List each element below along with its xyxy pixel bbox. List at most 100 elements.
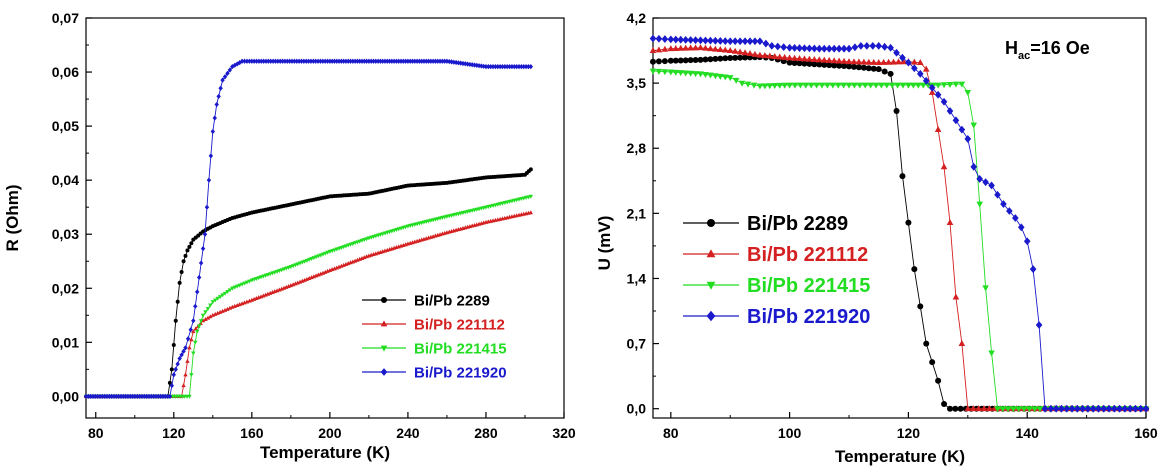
data-point <box>1089 404 1097 413</box>
data-point <box>726 46 734 53</box>
y-tick-label: 0,02 <box>52 280 79 296</box>
data-point <box>940 97 948 106</box>
data-point <box>1047 404 1055 413</box>
data-point <box>1105 404 1113 413</box>
data-point <box>526 64 531 70</box>
data-point <box>483 64 489 70</box>
series-bi-pb-2289 <box>84 167 533 399</box>
data-point <box>855 58 863 65</box>
data-point <box>911 266 918 273</box>
data-point <box>181 259 186 264</box>
data-point <box>702 44 709 51</box>
data-point <box>682 44 689 51</box>
data-point <box>391 58 397 64</box>
x-tick-label: 320 <box>552 425 576 441</box>
data-point <box>736 37 744 46</box>
data-point <box>158 393 163 399</box>
data-point <box>940 163 948 170</box>
data-point <box>357 58 362 64</box>
legend-entry: Bi/Pb 221415 <box>683 275 870 297</box>
data-point <box>786 82 793 89</box>
y-tick-label: 0,7 <box>627 336 647 352</box>
data-point <box>507 64 512 70</box>
data-point <box>212 115 217 121</box>
y-tick-label: 0,0 <box>627 401 647 417</box>
data-point <box>762 39 770 48</box>
data-point <box>702 36 709 45</box>
legend-label: Bi/Pb 221920 <box>414 364 507 381</box>
data-point <box>263 58 269 64</box>
series-bi-pb-2289 <box>650 54 1149 412</box>
data-point <box>203 310 208 315</box>
data-point <box>661 45 669 52</box>
data-point <box>135 393 140 399</box>
data-point <box>801 60 808 67</box>
data-point <box>185 248 190 253</box>
data-point <box>667 57 674 64</box>
data-point <box>505 64 510 70</box>
data-point <box>771 83 779 90</box>
data-point <box>655 46 663 53</box>
data-point <box>382 58 388 64</box>
data-point <box>181 383 186 388</box>
data-point <box>495 64 500 70</box>
data-point <box>1000 200 1007 208</box>
data-point <box>405 58 411 64</box>
data-point <box>528 167 533 172</box>
data-point <box>677 70 685 77</box>
data-point <box>994 190 1001 199</box>
data-point <box>1126 404 1134 413</box>
data-point <box>289 58 295 64</box>
data-point <box>741 37 749 46</box>
data-point <box>791 59 798 66</box>
data-point <box>116 393 121 399</box>
data-point <box>796 44 803 52</box>
data-point <box>801 55 808 62</box>
annotation-main: H <box>1005 38 1018 58</box>
data-point <box>394 58 399 64</box>
data-point <box>946 81 954 88</box>
data-point <box>649 68 657 75</box>
data-point <box>768 42 776 50</box>
data-point <box>398 58 404 64</box>
data-point <box>1100 404 1108 413</box>
legend-entry: Bi/Pb 221415 <box>362 340 507 357</box>
data-point <box>282 58 288 64</box>
data-point <box>107 393 112 399</box>
x-tick-label: 80 <box>663 425 679 441</box>
data-point <box>870 58 878 65</box>
data-point <box>712 45 719 52</box>
data-point <box>806 55 813 62</box>
data-point <box>189 337 194 342</box>
data-point <box>957 405 964 412</box>
data-point <box>863 42 871 50</box>
data-point <box>1031 406 1038 413</box>
data-point <box>227 305 233 310</box>
data-point <box>721 74 729 81</box>
data-point <box>266 58 271 64</box>
data-point <box>380 58 385 64</box>
data-point <box>738 80 746 87</box>
data-point <box>885 58 892 65</box>
data-point <box>982 285 989 292</box>
data-point <box>726 37 734 46</box>
data-point <box>123 393 128 399</box>
data-point <box>687 36 694 44</box>
data-point <box>830 57 838 64</box>
data-point <box>756 37 764 46</box>
legend-label: Bi/Pb 221415 <box>747 275 870 297</box>
data-point <box>203 316 208 321</box>
data-point <box>205 315 211 320</box>
data-point <box>840 82 847 89</box>
data-point <box>911 64 918 73</box>
data-point <box>191 351 196 356</box>
data-point <box>721 46 729 53</box>
x-tick-label: 80 <box>88 425 104 441</box>
series-bi-pb-221415 <box>649 68 1150 413</box>
data-point <box>846 63 853 70</box>
data-point <box>1036 406 1044 413</box>
data-point <box>692 57 699 64</box>
data-point <box>426 58 431 64</box>
data-point <box>834 82 842 89</box>
data-point <box>813 82 820 89</box>
